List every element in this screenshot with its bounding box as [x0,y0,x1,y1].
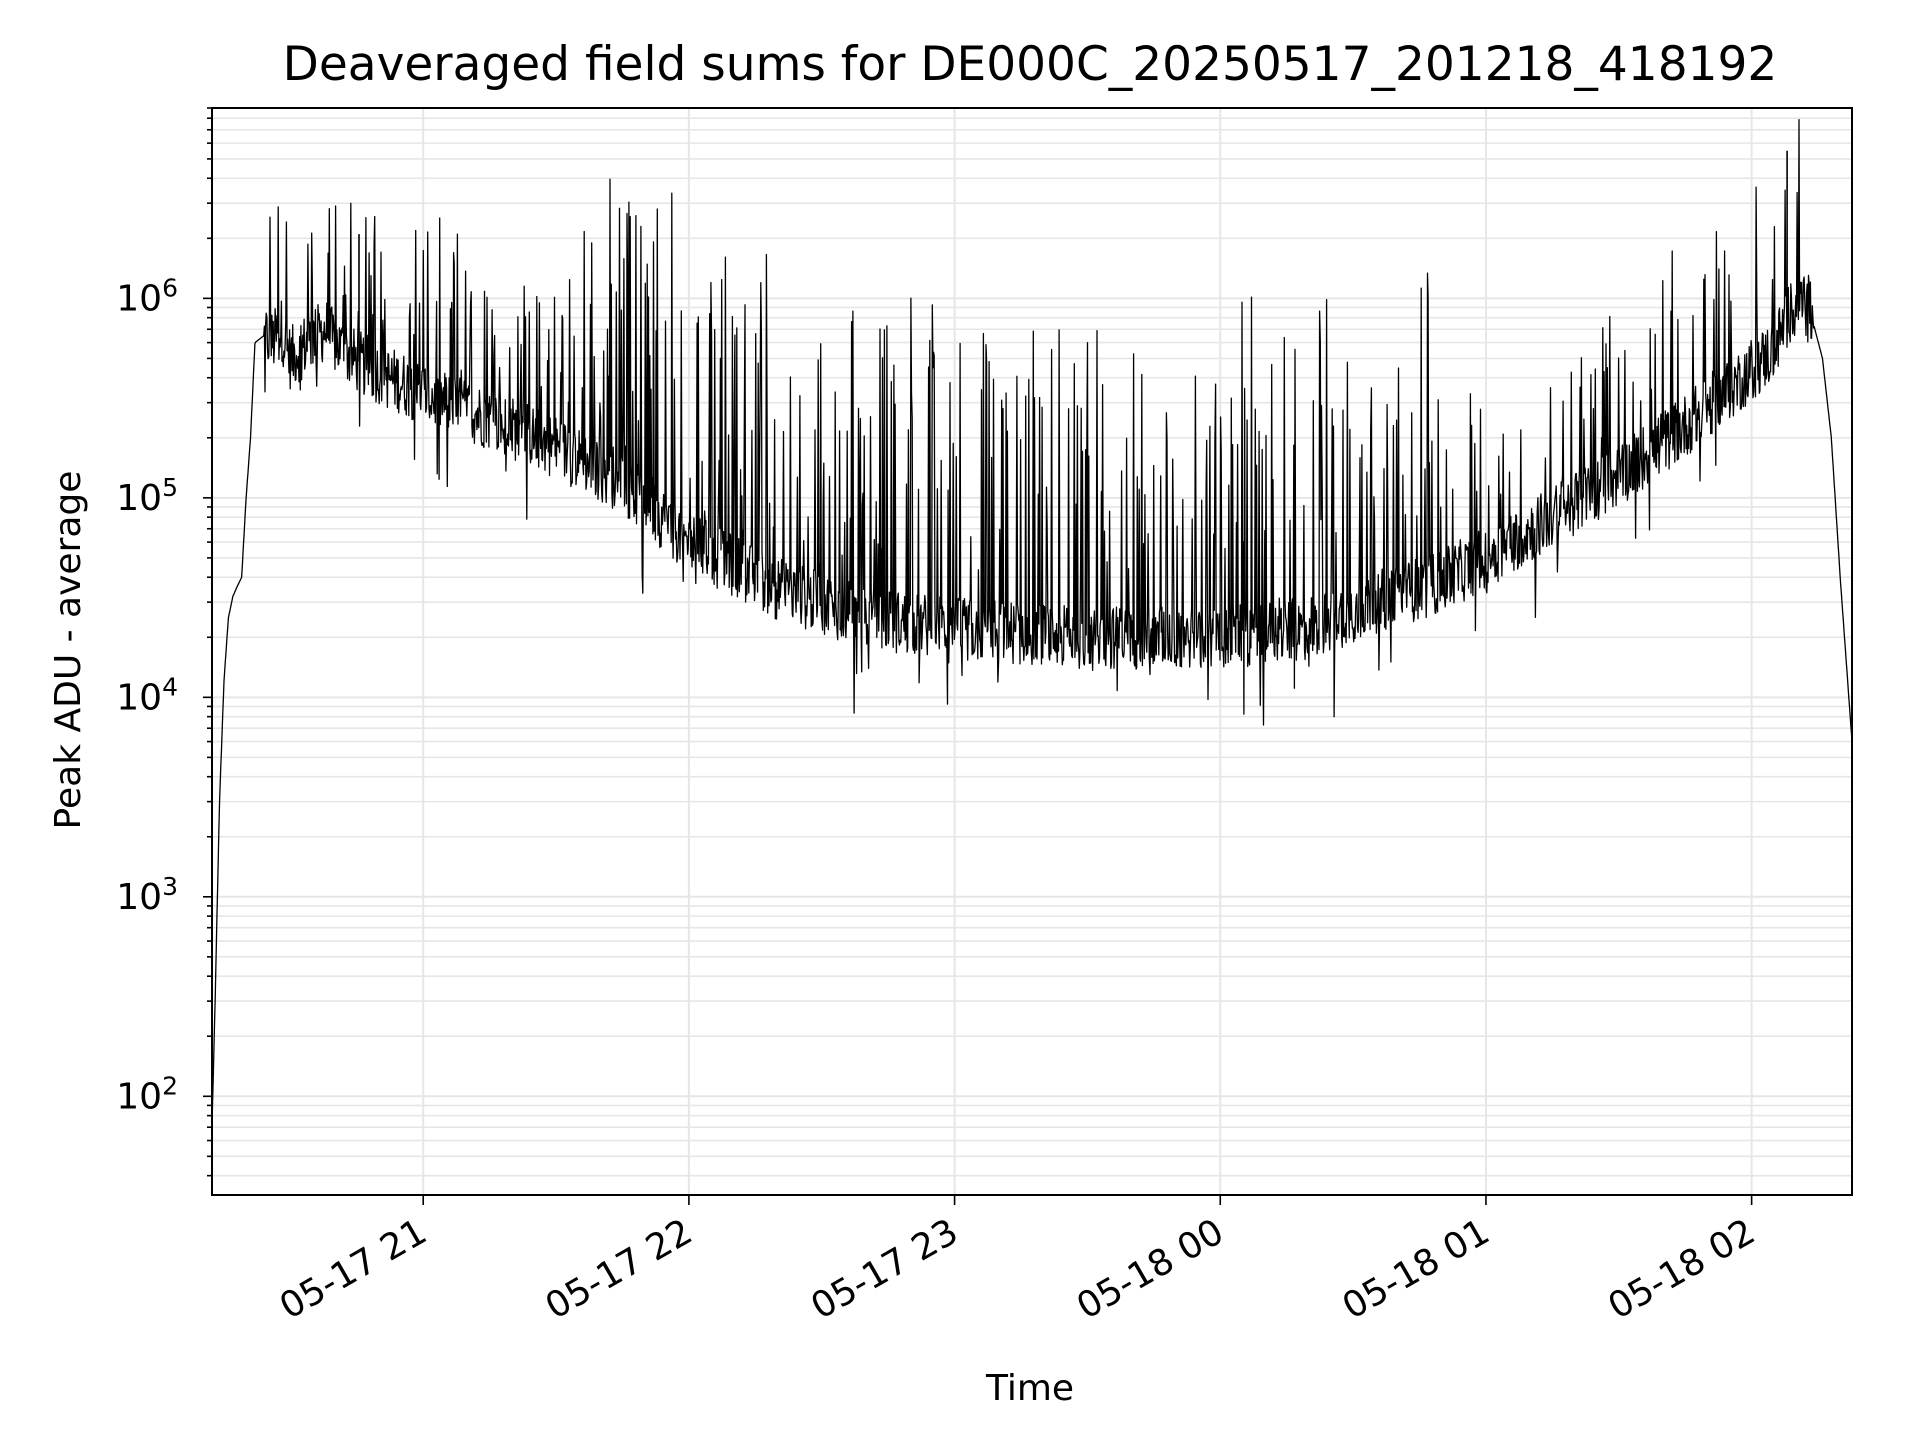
x-tick-label: 05-17 22 [539,1211,700,1327]
x-tick-label: 05-17 21 [273,1211,434,1327]
y-tick-label: 106 [116,273,178,319]
x-axis-label: Time [985,1368,1074,1409]
y-tick-label: 103 [116,872,178,918]
plot-frame [211,107,1853,1196]
x-tick-label: 05-18 01 [1336,1211,1497,1327]
series-line [211,119,1853,1128]
data-line [211,119,1853,1128]
y-axis-label: Peak ADU - average [48,471,89,830]
y-tick-label: 105 [116,473,178,519]
axis-ticks: 05-17 21 05-17 22 05-17 23 05-18 00 05-18 01… [116,107,1762,1328]
x-tick-label: 05-18 00 [1070,1211,1231,1327]
grid-lines [212,107,1852,1195]
y-tick-label: 102 [116,1071,178,1117]
x-tick-label: 05-17 23 [804,1211,965,1327]
x-tick-label: 05-18 02 [1601,1211,1762,1327]
y-tick-label: 104 [116,672,178,718]
series-spikes [358,150,1788,362]
chart-title: Deaveraged field sums for DE000C_2025051… [283,37,1778,92]
